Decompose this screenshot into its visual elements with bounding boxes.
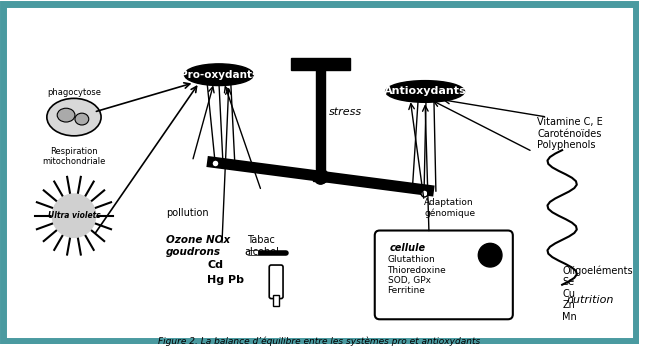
Text: nutrition: nutrition — [567, 295, 614, 304]
FancyBboxPatch shape — [291, 58, 350, 70]
Circle shape — [52, 194, 96, 237]
Text: Cd: Cd — [207, 260, 223, 270]
Ellipse shape — [47, 98, 101, 136]
Text: Vitamine C, E
Caroténoïdes
Polyphenols: Vitamine C, E Caroténoïdes Polyphenols — [537, 117, 603, 150]
Text: Pro-oxydants: Pro-oxydants — [180, 70, 258, 80]
Ellipse shape — [57, 108, 75, 122]
Text: Glutathion
Thioredoxine
SOD, GPx
Ferritine: Glutathion Thioredoxine SOD, GPx Ferriti… — [388, 255, 446, 295]
Text: Oligoeléments
Se
Cu
Zn
Mn: Oligoeléments Se Cu Zn Mn — [562, 265, 632, 322]
Text: cellule: cellule — [389, 243, 426, 253]
Text: pollution: pollution — [166, 208, 208, 218]
Text: Ozone NOx
goudrons: Ozone NOx goudrons — [166, 236, 230, 257]
Circle shape — [478, 243, 502, 267]
FancyBboxPatch shape — [3, 4, 636, 341]
Text: Ultra violets: Ultra violets — [47, 211, 100, 220]
FancyBboxPatch shape — [316, 70, 325, 178]
Ellipse shape — [185, 64, 253, 86]
Text: Figure 2. La balance d’équilibre entre les systèmes pro et antioxydants: Figure 2. La balance d’équilibre entre l… — [158, 336, 481, 346]
Ellipse shape — [75, 113, 89, 125]
Text: Tabac
alcohol: Tabac alcohol — [244, 236, 279, 257]
Text: Hg Pb: Hg Pb — [207, 275, 244, 285]
FancyBboxPatch shape — [312, 175, 329, 181]
FancyBboxPatch shape — [269, 265, 283, 299]
Text: Adaptation
génomique: Adaptation génomique — [424, 198, 475, 218]
Text: phagocytose: phagocytose — [47, 87, 101, 96]
Text: Respiration
mitochondriale: Respiration mitochondriale — [42, 147, 106, 166]
FancyBboxPatch shape — [273, 295, 279, 307]
Text: Antioxydants: Antioxydants — [384, 86, 467, 96]
Text: stress: stress — [329, 107, 362, 117]
Ellipse shape — [386, 81, 465, 102]
Circle shape — [314, 172, 327, 184]
FancyBboxPatch shape — [375, 230, 513, 319]
